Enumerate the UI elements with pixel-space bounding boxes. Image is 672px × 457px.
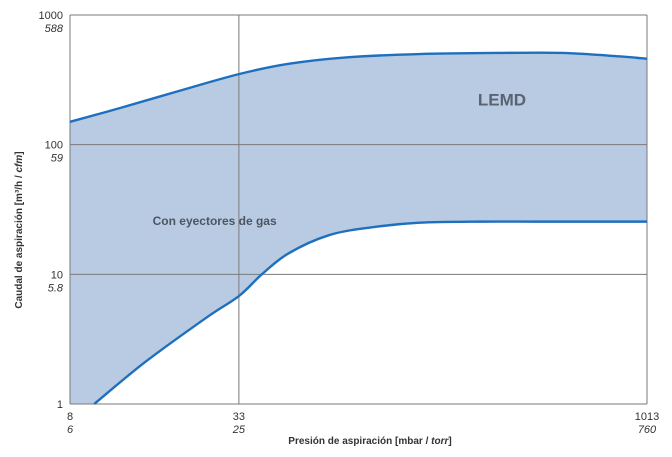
y-tick-sublabel: 588 [45,23,64,35]
y-tick-label: 100 [45,140,63,152]
y-tick-sublabel: 59 [51,153,63,165]
region-label-lemd: LEMD [478,91,526,110]
x-axis-title-close: ] [448,436,451,447]
x-tick-sublabel: 25 [232,424,246,436]
x-tick-label: 8 [67,411,73,423]
y-tick-label: 1 [57,399,63,411]
x-axis-title-main: Presión de aspiración [mbar / [288,436,431,447]
x-axis-title-unit: torr [431,436,449,447]
region-label-ejectors: Con eyectores de gas [153,214,277,228]
x-axis-title: Presión de aspiración [mbar / torr] [288,436,451,447]
x-tick-sublabel: 6 [67,424,74,436]
y-tick-label: 10 [51,269,63,281]
y-axis-title-main: Caudal de aspiración [m³/h / [14,173,25,309]
y-axis-title-close: ] [14,151,25,154]
upper-curve-line [69,51,648,123]
x-tick-label: 1013 [635,411,659,423]
y-tick-sublabel: 5.8 [48,282,64,294]
lower-curve-line [93,220,647,405]
y-tick-label: 1000 [39,10,63,22]
y-axis-title-unit: cfm [14,155,25,173]
y-axis-title: Caudal de aspiración [m³/h / cfm] [14,151,25,308]
x-tick-label: 33 [233,411,245,423]
x-tick-sublabel: 760 [638,424,657,436]
